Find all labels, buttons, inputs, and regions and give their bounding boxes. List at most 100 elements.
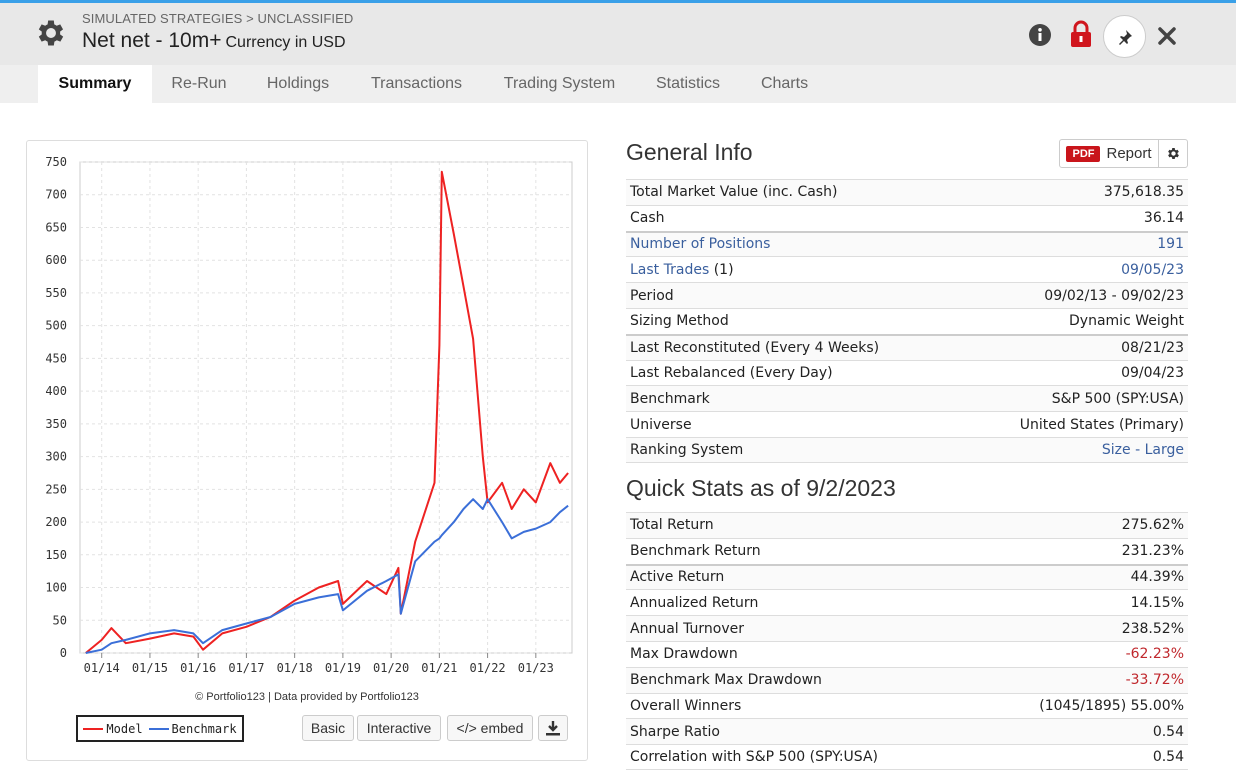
table-row: Total Market Value (inc. Cash) 375,618.35 [626,179,1188,205]
tab-bar: Summary Re-Run Holdings Transactions Tra… [0,65,1236,103]
row-label: Total Return [630,517,714,534]
legend-model[interactable]: Model [83,721,143,736]
table-row: Last Reconstituted (Every 4 Weeks) 08/21/… [626,333,1188,360]
tab-summary[interactable]: Summary [38,65,152,103]
table-row: Ranking System Size - Large [626,436,1188,463]
legend-benchmark[interactable]: Benchmark [148,721,237,736]
performance-chart[interactable]: 0 50 100 150 200 250 300 350 400 450 500 550 600 650 7… [27,141,587,686]
x-tick-label: 01/16 [180,661,216,675]
row-label: Correlation with S&P 500 (SPY:USA) [630,749,878,766]
series-line-model [85,170,569,654]
row-label: Benchmark [630,390,710,407]
x-tick-label: 01/23 [518,661,554,675]
download-button[interactable] [538,715,568,741]
tab-trading-system[interactable]: Trading System [503,75,616,92]
legend-benchmark-label: Benchmark [171,721,237,736]
series-line-benchmark [85,498,569,654]
y-tick-label: 550 [45,286,67,300]
download-icon [546,721,560,736]
table-row: Active Return 44.39% [626,563,1188,590]
row-label: Benchmark Max Drawdown [630,672,822,689]
row-label: Sizing Method [630,313,729,330]
y-tick-label: 450 [45,351,67,365]
breadcrumb: SIMULATED STRATEGIES > UNCLASSIFIED [82,11,354,26]
gear-icon[interactable] [34,16,68,50]
x-tick-label: 01/19 [325,661,361,675]
tab-statistics[interactable]: Statistics [655,75,720,92]
top-accent-bar [0,0,1236,3]
y-tick-label: 500 [45,319,67,333]
row-value: Dynamic Weight [1069,313,1184,330]
info-button[interactable] [1027,22,1053,48]
table-row: Number of Positions 191 [626,230,1188,257]
table-row: Sharpe Ratio 0.54 [626,718,1188,745]
row-value: 0.54 [1152,723,1184,740]
tab-holdings[interactable]: Holdings [266,75,330,92]
info-icon [1029,24,1051,46]
ranking-system-link[interactable]: Size - Large [1101,441,1184,458]
row-value: 09/04/23 [1121,364,1184,381]
row-value: 238.52% [1121,620,1184,637]
pin-button[interactable] [1103,15,1146,58]
last-trades-link[interactable]: Last Trades [630,261,710,278]
table-row: Sizing Method Dynamic Weight [626,307,1188,334]
last-trades-count: (1) [709,261,734,278]
x-tick-label: 01/21 [421,661,457,675]
last-trades-date-link[interactable]: 09/05/23 [1121,261,1184,278]
y-tick-label: 400 [45,384,67,398]
chart-legend: Model Benchmark [76,715,244,742]
row-value: -33.72% [1125,672,1184,689]
tab-charts[interactable]: Charts [760,75,809,92]
row-label: Overall Winners [630,697,742,714]
pdf-report-button[interactable]: PDF Report [1059,139,1159,168]
y-tick-label: 150 [45,548,67,562]
row-value: (1045/1895) 55.00% [1039,697,1184,714]
y-tick-label: 350 [45,417,67,431]
table-row: Last Rebalanced (Every Day) 09/04/23 [626,359,1188,386]
row-value: 231.23% [1121,543,1184,560]
x-tick-label: 01/22 [470,661,506,675]
x-tick-label: 01/18 [277,661,313,675]
x-tick-label: 01/20 [373,661,409,675]
lock-icon [1071,20,1091,47]
legend-model-label: Model [106,721,143,736]
pdf-badge: PDF [1066,145,1101,162]
interactive-chart-button[interactable]: Interactive [357,715,441,741]
embed-button[interactable]: </> embed [447,715,533,741]
general-info-table: Total Market Value (inc. Cash) 375,618.35… [626,179,1188,463]
table-row: Benchmark Return 231.23% [626,537,1188,564]
quick-stats-title: Quick Stats as of 9/2/2023 [626,475,896,501]
close-icon [1158,27,1176,45]
table-row: Benchmark S&P 500 (SPY:USA) [626,385,1188,412]
report-label: Report [1106,145,1152,162]
row-value: 275.62% [1121,517,1184,534]
row-label: Sharpe Ratio [630,723,720,740]
y-tick-label: 300 [45,450,67,464]
table-row: Correlation with S&P 500 (SPY:USA) 0.54 [626,744,1188,770]
positions-count-link[interactable]: 191 [1157,236,1184,253]
tab-re-run[interactable]: Re-Run [171,75,227,92]
row-label: Cash [630,210,665,227]
table-row: Overall Winners (1045/1895) 55.00% [626,692,1188,719]
y-tick-label: 200 [45,515,67,529]
y-tick-label: 0 [60,646,67,660]
basic-chart-button[interactable]: Basic [302,715,354,741]
y-tick-label: 100 [45,581,67,595]
general-info-title: General Info [626,139,753,165]
row-label: Period [630,287,674,304]
row-label: Total Market Value (inc. Cash) [630,184,838,201]
x-tick-label: 01/15 [132,661,168,675]
row-value: S&P 500 (SPY:USA) [1051,390,1184,407]
row-label: Last Reconstituted (Every 4 Weeks) [630,339,880,356]
tab-transactions[interactable]: Transactions [371,75,462,92]
row-label: Last Trades (1) [630,262,734,278]
close-button[interactable] [1154,23,1180,49]
row-value: 14.15% [1130,594,1184,611]
lock-button[interactable] [1068,19,1094,49]
plot-area [79,161,573,654]
gear-icon [1167,148,1179,159]
x-tick-label: 01/17 [228,661,264,675]
positions-link[interactable]: Number of Positions [630,236,771,253]
report-settings-button[interactable] [1158,139,1188,168]
table-row: Cash 36.14 [626,204,1188,231]
